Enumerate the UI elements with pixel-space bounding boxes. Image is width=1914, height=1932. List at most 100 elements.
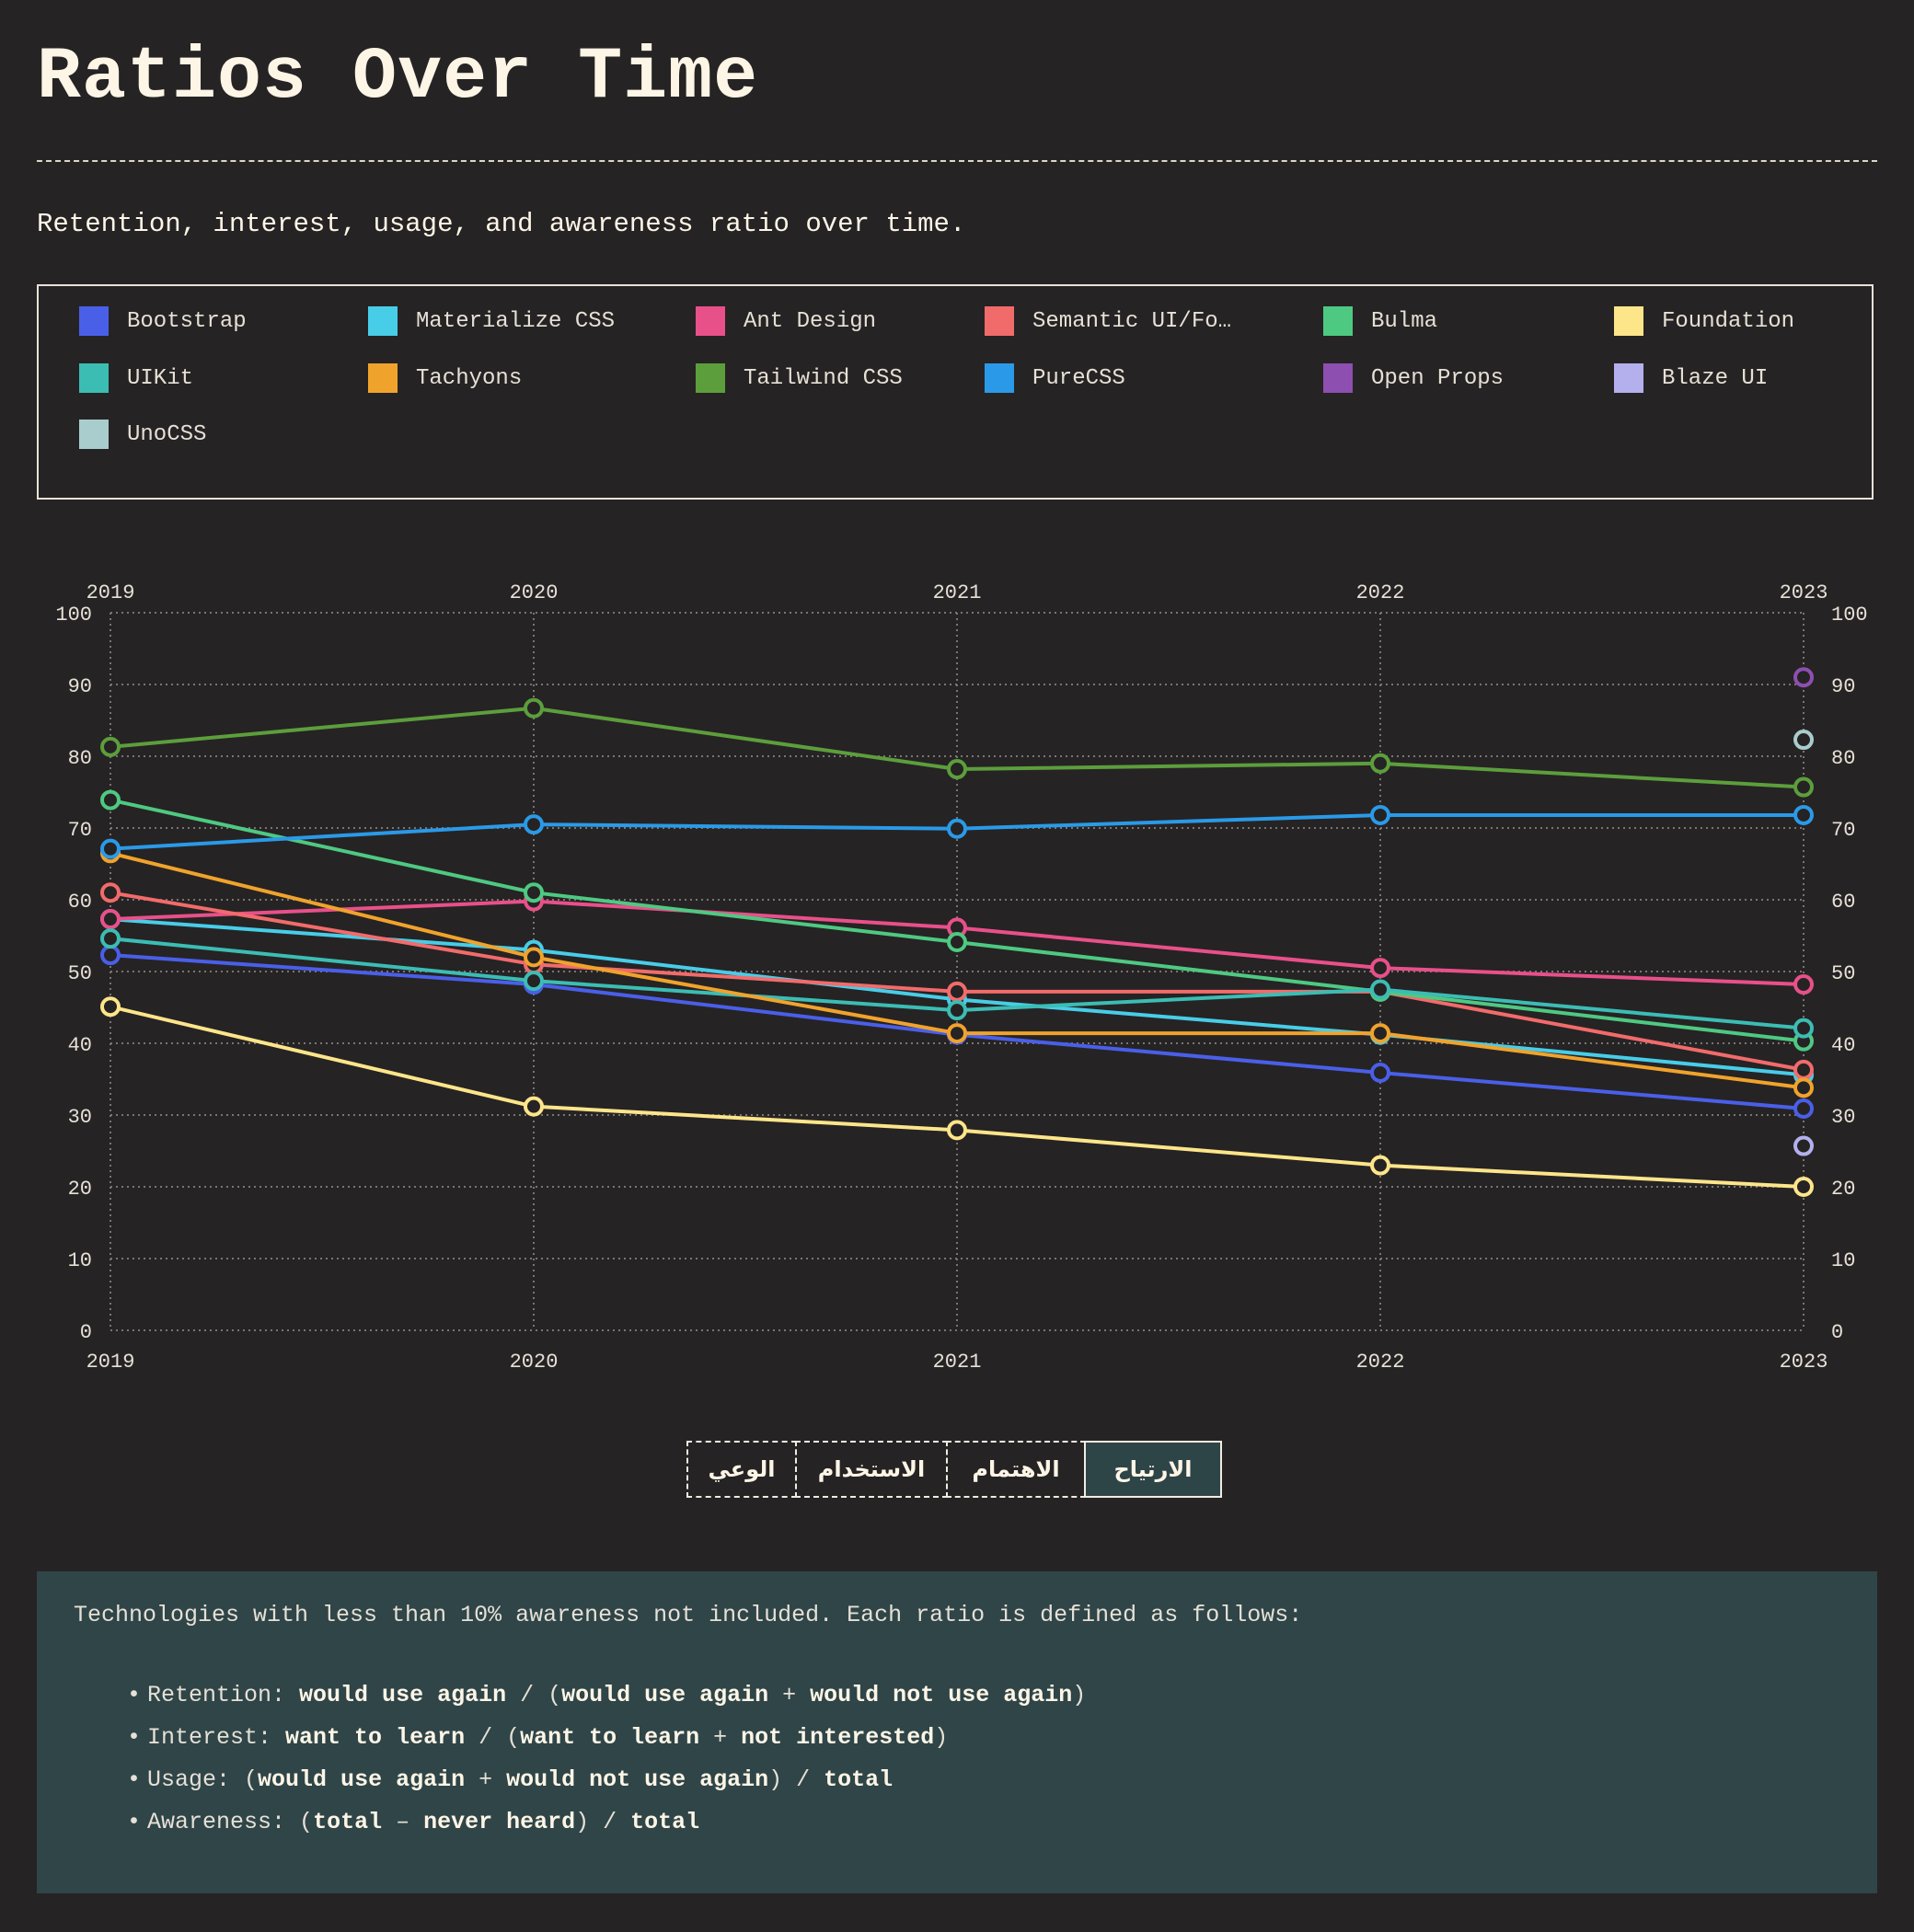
legend-item[interactable]: Tachyons bbox=[368, 360, 522, 397]
data-point bbox=[524, 814, 544, 835]
legend-label: UIKit bbox=[127, 365, 194, 391]
data-point bbox=[100, 928, 121, 949]
data-point bbox=[100, 996, 121, 1018]
legend-label: Ant Design bbox=[744, 308, 877, 334]
formula-operator: + bbox=[699, 1724, 742, 1751]
data-point bbox=[100, 838, 121, 859]
formula-operator: ) / bbox=[575, 1809, 631, 1835]
legend-item[interactable]: Foundation bbox=[1614, 303, 1794, 339]
data-point bbox=[524, 947, 544, 968]
metric-tab[interactable]: الارتياح bbox=[1084, 1441, 1222, 1498]
legend-item[interactable]: Semantic UI/Fo… bbox=[985, 303, 1231, 339]
y-tick-label-left: 80 bbox=[68, 747, 92, 770]
legend-label: Tailwind CSS bbox=[744, 365, 903, 391]
series-points bbox=[100, 667, 1814, 1197]
legend-item[interactable]: Blaze UI bbox=[1614, 360, 1768, 397]
y-tick-label-left: 40 bbox=[68, 1034, 92, 1057]
formula-term: want to learn bbox=[520, 1724, 700, 1751]
formula-operator: ( bbox=[244, 1766, 259, 1793]
data-point bbox=[947, 981, 967, 1002]
metric-tab[interactable]: الاستخدام bbox=[795, 1441, 948, 1498]
legend-swatch bbox=[79, 306, 109, 336]
x-tick-label-bottom: 2021 bbox=[933, 1351, 982, 1374]
metric-tabs: الوعي الاستخدام الاهتمام الارتياح bbox=[686, 1441, 1222, 1498]
y-tick-label-right: 70 bbox=[1831, 819, 1855, 842]
y-tick-label-left: 100 bbox=[55, 604, 92, 627]
formula-term: would not use again bbox=[810, 1682, 1073, 1708]
formula-term: would use again bbox=[561, 1682, 769, 1708]
formula-operator: ) / bbox=[768, 1766, 824, 1793]
legend-item[interactable]: UIKit bbox=[79, 360, 193, 397]
legend-swatch bbox=[368, 363, 398, 393]
data-point bbox=[1370, 753, 1390, 774]
formula-term: not interested bbox=[741, 1724, 935, 1751]
legend-swatch bbox=[1614, 306, 1643, 336]
formula-operator: + bbox=[768, 1682, 811, 1708]
data-point bbox=[100, 789, 121, 811]
legend-label: UnoCSS bbox=[127, 421, 207, 447]
data-point bbox=[100, 945, 121, 966]
y-tick-label-right: 90 bbox=[1831, 675, 1855, 698]
data-point bbox=[524, 697, 544, 719]
data-point bbox=[1370, 804, 1390, 825]
ratio-name: Retention: bbox=[147, 1682, 286, 1708]
data-point bbox=[1793, 776, 1814, 798]
data-point bbox=[947, 1000, 967, 1021]
x-tick-label-top: 2022 bbox=[1356, 581, 1405, 604]
legend-label: Blaze UI bbox=[1662, 365, 1769, 391]
legend-item[interactable]: Bulma bbox=[1323, 303, 1437, 339]
legend-label: PureCSS bbox=[1032, 365, 1125, 391]
ratio-name: Interest: bbox=[147, 1724, 272, 1751]
y-tick-label-right: 0 bbox=[1831, 1321, 1843, 1344]
legend-label: Tachyons bbox=[416, 365, 523, 391]
ratio-definition: Interest: want to learn / (want to learn… bbox=[147, 1717, 1086, 1759]
formula-term: would use again bbox=[258, 1766, 466, 1793]
data-point bbox=[1793, 1135, 1814, 1156]
y-tick-label-right: 50 bbox=[1831, 962, 1855, 985]
legend-item[interactable]: Ant Design bbox=[696, 303, 876, 339]
formula-operator: – bbox=[382, 1809, 424, 1835]
legend-item[interactable]: Tailwind CSS bbox=[696, 360, 903, 397]
formula-term: would not use again bbox=[506, 1766, 769, 1793]
page-title: Ratios Over Time bbox=[37, 36, 759, 120]
y-tick-label-right: 100 bbox=[1831, 604, 1868, 627]
legend-swatch bbox=[1323, 306, 1353, 336]
y-tick-label-right: 80 bbox=[1831, 747, 1855, 770]
metric-tab[interactable]: الوعي bbox=[686, 1441, 797, 1498]
x-tick-label-top: 2023 bbox=[1780, 581, 1828, 604]
legend-swatch bbox=[985, 306, 1014, 336]
data-point bbox=[1370, 1023, 1390, 1044]
formula-term: total bbox=[630, 1809, 700, 1835]
data-point bbox=[524, 971, 544, 992]
ratio-definitions-list: Retention: would use again / ( would use … bbox=[147, 1674, 1086, 1844]
x-tick-label-bottom: 2023 bbox=[1780, 1351, 1828, 1374]
metric-tab[interactable]: الاهتمام bbox=[946, 1441, 1086, 1498]
y-tick-label-left: 30 bbox=[68, 1106, 92, 1129]
data-point bbox=[947, 932, 967, 953]
legend-item[interactable]: UnoCSS bbox=[79, 416, 206, 453]
legend-item[interactable]: Bootstrap bbox=[79, 303, 247, 339]
ratio-name: Usage: bbox=[147, 1766, 231, 1793]
formula-term: total bbox=[824, 1766, 894, 1793]
y-tick-label-right: 60 bbox=[1831, 891, 1855, 914]
legend-item[interactable]: Materialize CSS bbox=[368, 303, 615, 339]
y-tick-label-right: 20 bbox=[1831, 1178, 1855, 1201]
legend-item[interactable]: Open Props bbox=[1323, 360, 1504, 397]
x-tick-label-bottom: 2020 bbox=[510, 1351, 559, 1374]
data-point bbox=[947, 818, 967, 839]
data-point bbox=[524, 1096, 544, 1117]
legend-label: Semantic UI/Fo… bbox=[1032, 308, 1232, 334]
y-tick-label-right: 30 bbox=[1831, 1106, 1855, 1129]
data-point bbox=[1370, 1155, 1390, 1176]
x-tick-label-top: 2021 bbox=[933, 581, 982, 604]
ratio-name: Awareness: bbox=[147, 1809, 286, 1835]
data-point bbox=[1793, 667, 1814, 688]
formula-operator: / ( bbox=[465, 1724, 521, 1751]
chart-legend: Bootstrap Materialize CSS Ant Design Semant… bbox=[37, 284, 1874, 500]
legend-item[interactable]: PureCSS bbox=[985, 360, 1125, 397]
legend-swatch bbox=[985, 363, 1014, 393]
data-point bbox=[1370, 958, 1390, 979]
title-divider bbox=[37, 160, 1877, 162]
notes-panel: Technologies with less than 10% awarenes… bbox=[37, 1571, 1877, 1893]
y-tick-label-left: 90 bbox=[68, 675, 92, 698]
